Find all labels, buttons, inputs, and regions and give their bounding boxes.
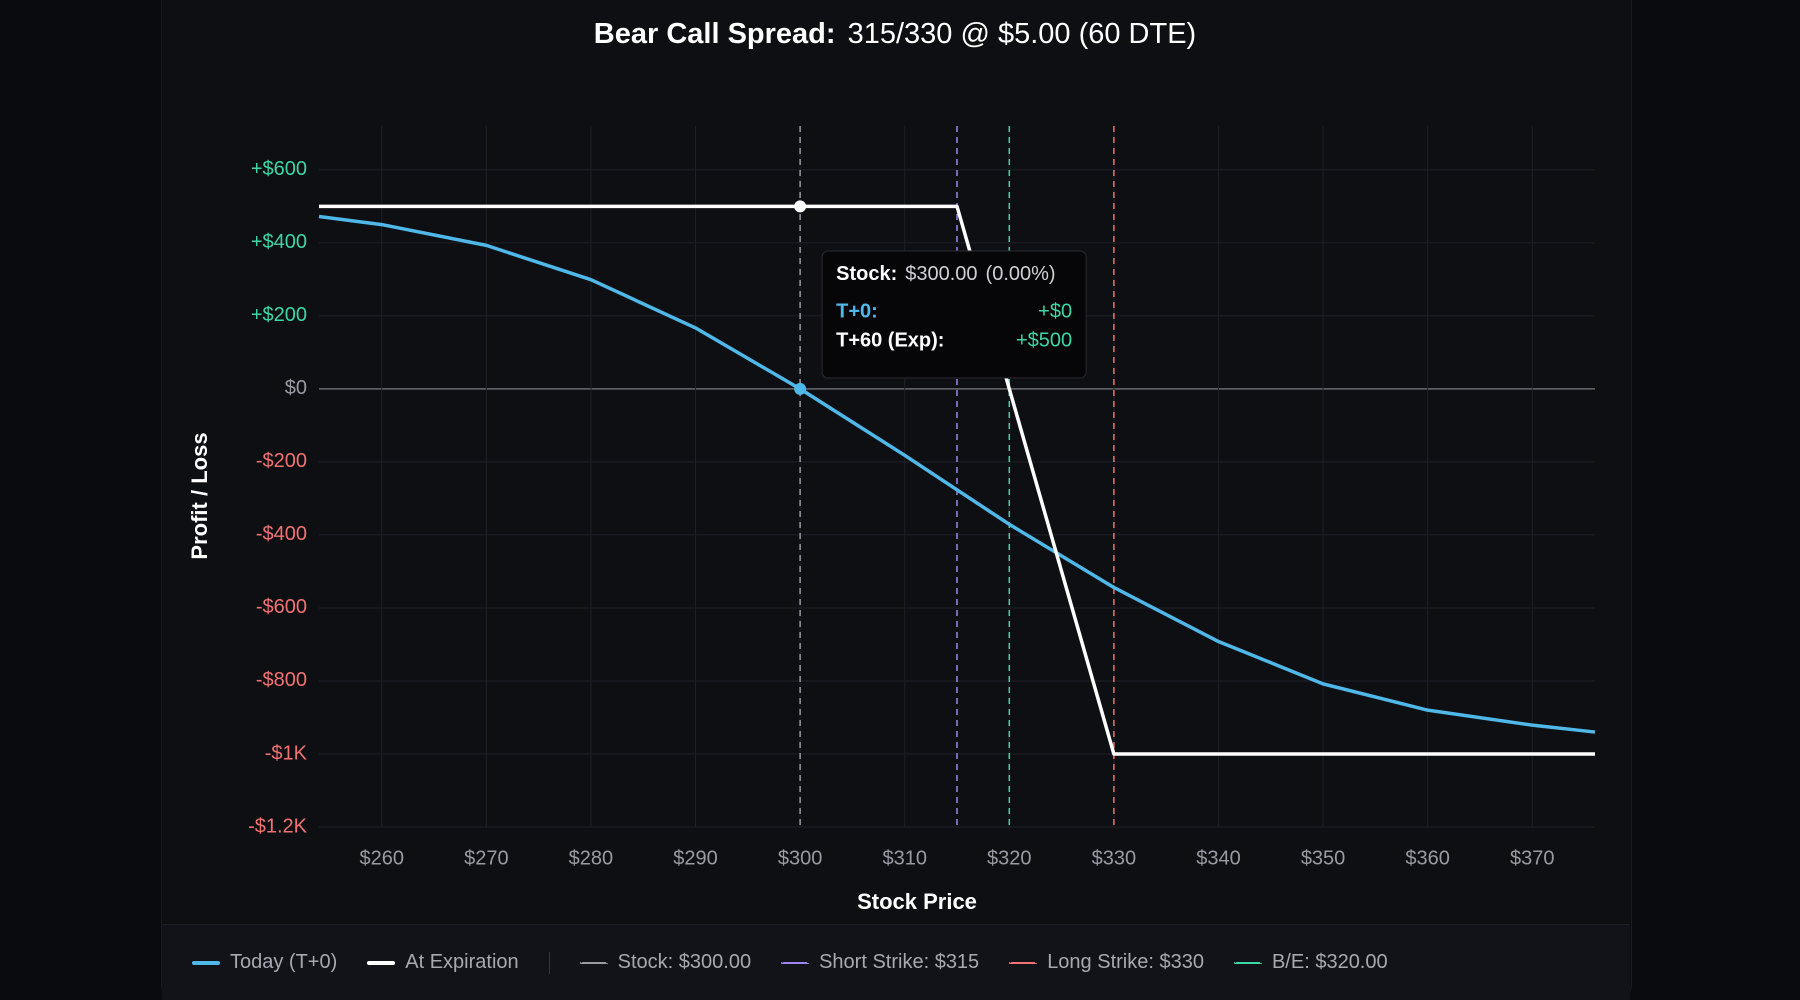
series-line	[318, 214, 1596, 734]
legend-item[interactable]: At Expiration	[367, 951, 519, 974]
y-tick-label: -$200	[256, 450, 307, 472]
x-tick-label: $310	[882, 847, 927, 869]
tooltip: Stock: $300.00 (0.00%) T+0: +$0 T+60 (Exp): +$…	[821, 250, 1087, 379]
x-tick-label: $360	[1405, 847, 1450, 869]
legend-swatch	[781, 961, 810, 964]
tooltip-box	[821, 250, 1087, 379]
x-tick-label: $370	[1510, 847, 1555, 869]
legend-label: Long Strike: $330	[1047, 951, 1204, 973]
y-tick-label: -$1K	[265, 742, 308, 764]
chart-subtitle: 315/330 @ $5.00 (60 DTE)	[848, 18, 1197, 50]
legend-label: Short Strike: $315	[819, 951, 980, 973]
series-line	[319, 204, 1595, 756]
x-tick-label: $280	[569, 847, 614, 869]
hover-point	[794, 200, 807, 213]
tooltip-header: Stock: $300.00 (0.00%)	[836, 263, 1055, 285]
legend-swatch	[579, 961, 608, 964]
x-tick-label: $350	[1301, 847, 1346, 869]
x-tick-label: $270	[464, 847, 509, 869]
x-tick-label: $300	[778, 847, 823, 869]
legend-label: Stock: $300.00	[617, 951, 752, 973]
chart-title: Bear Call Spread:	[594, 18, 836, 50]
y-tick-label: +$200	[251, 304, 307, 326]
legend-item[interactable]: Short Strike: $315	[781, 951, 979, 974]
chart-panel	[161, 0, 1632, 999]
legend-swatch	[1233, 961, 1262, 964]
y-axis-label: Profit / Loss	[187, 432, 212, 559]
legend-item[interactable]: Today (T+0)	[192, 951, 337, 974]
legend: Today (T+0) At Expiration Stock: $300.00 Sh…	[162, 924, 1630, 1000]
legend-item[interactable]: B/E: $320.00	[1233, 951, 1388, 974]
y-tick-label: -$600	[256, 596, 307, 618]
x-tick-label: $290	[673, 847, 718, 869]
legend-item[interactable]: Stock: $300.00	[579, 951, 752, 974]
tooltip-row-label: T+60 (Exp):	[836, 329, 944, 351]
y-tick-label: +$600	[251, 158, 307, 180]
y-tick-label: -$800	[256, 669, 307, 691]
y-tick-label: +$400	[251, 231, 307, 253]
y-tick-label: -$1.2K	[248, 815, 308, 837]
legend-swatch	[367, 960, 396, 965]
x-tick-label: $260	[360, 847, 405, 869]
tooltip-row-value: +$0	[1038, 300, 1072, 322]
tooltip-stock-price: $300.00	[905, 263, 977, 285]
x-tick-label: $330	[1092, 847, 1137, 869]
tooltip-row-value: +$500	[1016, 329, 1072, 351]
x-tick-label: $340	[1196, 847, 1241, 869]
legend-swatch	[1009, 961, 1038, 964]
x-tick-label: $320	[987, 847, 1032, 869]
tooltip-stock-change: (0.00%)	[986, 263, 1056, 285]
legend-item[interactable]: Long Strike: $330	[1009, 951, 1204, 974]
y-tick-label: -$400	[256, 523, 307, 545]
legend-label: Today (T+0)	[230, 951, 338, 973]
legend-label: At Expiration	[405, 951, 519, 973]
y-tick-label: $0	[285, 377, 307, 399]
legend-label: B/E: $320.00	[1271, 951, 1388, 973]
legend-swatch	[192, 960, 220, 965]
hover-point	[794, 382, 807, 395]
x-axis-label: Stock Price	[857, 889, 977, 914]
tooltip-stock-label: Stock:	[836, 263, 897, 285]
chart-heading: Bear Call Spread: 315/330 @ $5.00 (60 DTE…	[594, 18, 1196, 50]
legend-separator	[548, 951, 550, 974]
tooltip-row-label: T+0:	[836, 300, 878, 322]
